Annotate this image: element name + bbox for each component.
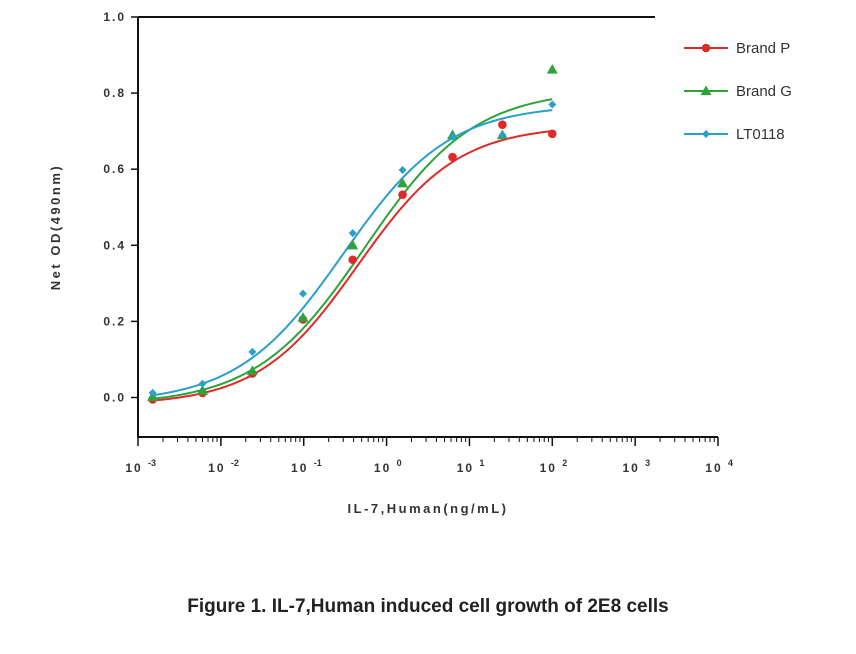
x-tick-label: 10: [622, 461, 639, 475]
legend: Brand P Brand G LT0118: [684, 40, 792, 143]
data-point-brand-g: [347, 239, 359, 250]
x-tick-label: 10: [125, 461, 142, 475]
data-points: [147, 64, 558, 404]
y-tick-label: 0.6: [103, 162, 126, 176]
fit-curves: [152, 98, 553, 402]
y-tick-label: 1.0: [103, 10, 126, 24]
data-point-lt0118: [198, 379, 207, 388]
x-tick-exponent: 2: [562, 458, 567, 468]
figure-caption: Figure 1. IL-7,Human induced cell growth…: [187, 596, 669, 617]
data-point-brand-p: [448, 152, 457, 162]
data-point-brand-g: [196, 385, 208, 395]
data-point-brand-g: [297, 312, 309, 322]
x-tick-exponent: -3: [148, 458, 156, 468]
data-point-lt0118: [348, 229, 357, 238]
legend-label-lt0118: LT0118: [736, 126, 785, 143]
legend-marker-brand-g: [700, 85, 712, 96]
data-point-brand-p: [547, 129, 557, 139]
x-tick-label: 10: [457, 461, 474, 475]
data-point-lt0118: [548, 100, 557, 109]
legend-marker-lt0118: [702, 130, 710, 138]
data-point-lt0118: [248, 347, 257, 356]
x-tick-exponent: 4: [728, 458, 733, 468]
y-ticks: 0.0 0.2 0.4 0.6 0.8 1.0: [103, 10, 138, 405]
y-tick-label: 0.8: [103, 86, 126, 100]
y-tick-label: 0.0: [103, 391, 126, 405]
legend-label-brand-p: Brand P: [736, 40, 790, 57]
data-point-lt0118: [448, 132, 457, 141]
x-tick-exponent: 3: [645, 458, 650, 468]
x-tick-label: 10: [208, 461, 225, 475]
chart-svg: 0.0 0.2 0.4 0.6 0.8 1.0 10 -3 10 -2 10 -1 10 0 10 1 10 2…: [48, 10, 792, 516]
fit-curve-brand-p: [152, 130, 553, 402]
x-tick-exponent: -2: [231, 458, 239, 468]
data-point-lt0118: [498, 130, 507, 139]
data-point-brand-p: [498, 120, 507, 129]
data-point-lt0118: [298, 289, 307, 298]
data-point-brand-p: [398, 190, 407, 199]
x-tick-exponent: 0: [397, 458, 402, 468]
x-tick-exponent: 1: [479, 458, 484, 468]
x-tick-label: 10: [291, 461, 308, 475]
x-tick-exponent: -1: [314, 458, 322, 468]
data-point-lt0118: [398, 165, 407, 174]
data-point-brand-p: [348, 255, 357, 265]
x-tick-label: 10: [540, 461, 557, 475]
x-ticks: 10 -3 10 -2 10 -1 10 0 10 1 10 2 10 3 10 4: [125, 437, 733, 475]
y-tick-label: 0.2: [103, 314, 126, 328]
x-axis-title: IL-7,Human(ng/mL): [348, 501, 509, 516]
legend-label-brand-g: Brand G: [736, 83, 792, 100]
fit-curve-lt0118: [152, 109, 553, 397]
legend-marker-brand-p: [701, 43, 711, 53]
data-point-brand-g: [397, 177, 409, 188]
fit-curve-brand-g: [152, 98, 553, 400]
data-point-lt0118: [148, 388, 157, 397]
data-point-brand-g: [546, 64, 558, 74]
plot-area: 0.0 0.2 0.4 0.6 0.8 1.0 10 -3 10 -2 10 -1 10 0 10 1 10 2…: [103, 10, 733, 475]
x-tick-label: 10: [374, 461, 391, 475]
y-tick-label: 0.4: [103, 238, 126, 252]
data-point-brand-g: [246, 365, 258, 375]
y-axis-title: Net OD(490nm): [48, 164, 63, 290]
x-tick-label: 10: [705, 461, 722, 475]
